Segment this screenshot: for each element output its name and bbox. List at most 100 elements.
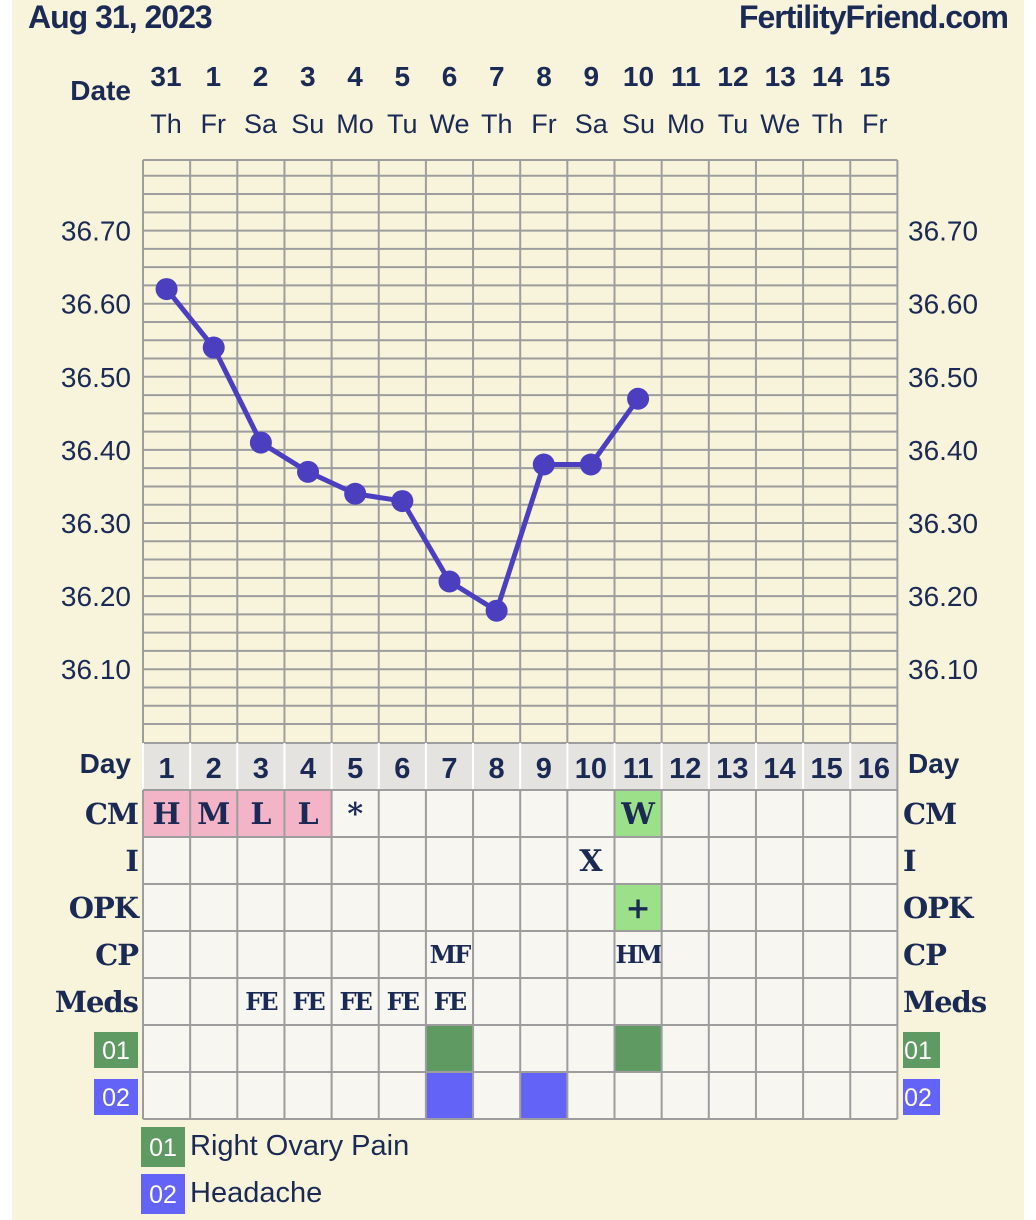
filled-cell — [237, 790, 285, 837]
cell-value: FE — [340, 987, 373, 1016]
date-number: 1 — [205, 61, 221, 92]
day-number: 1 — [159, 753, 175, 785]
day-number: 11 — [623, 753, 654, 785]
cell-value: L — [250, 797, 271, 832]
date-weekday: Tu — [718, 109, 749, 139]
y-tick-label-right: 36.70 — [908, 216, 978, 247]
y-tick-label-right: 36.60 — [908, 289, 978, 320]
y-tick-label-right: 36.20 — [908, 581, 978, 612]
y-tick-label-right: 36.10 — [908, 654, 978, 685]
date-number: 6 — [442, 61, 458, 92]
row-label-left: OPK — [69, 891, 141, 925]
date-weekday: We — [429, 109, 469, 139]
symptom-code-badge-right — [903, 1079, 940, 1115]
temperature-point — [202, 336, 225, 359]
cell-value: H — [152, 797, 180, 832]
day-number: 4 — [300, 753, 316, 785]
filled-cell — [614, 790, 662, 837]
legend-label: Headache — [190, 1177, 322, 1209]
date-weekday: Mo — [667, 109, 705, 139]
date-row-label: Date — [70, 75, 131, 106]
symptom-cell — [614, 1025, 662, 1072]
date-weekday: Sa — [575, 109, 609, 139]
filled-cell — [190, 790, 238, 837]
date-number: 10 — [623, 61, 654, 92]
date-number: 3 — [300, 61, 316, 92]
temperature-point — [532, 453, 555, 476]
legend-swatch — [141, 1174, 185, 1214]
symptom-code-left: 01 — [102, 1037, 130, 1065]
symptom-cell — [425, 1025, 474, 1072]
cell-value: W — [620, 797, 656, 832]
temperature-point — [391, 490, 414, 513]
day-number: 7 — [441, 753, 457, 785]
legend-code: 01 — [149, 1134, 177, 1162]
cell-value: FE — [245, 987, 278, 1016]
row-label-right: CP — [903, 938, 947, 972]
observation-table-grid — [142, 789, 899, 1120]
day-number: 3 — [253, 753, 269, 785]
cell-value: + — [626, 891, 651, 926]
cell-value: M — [197, 797, 230, 832]
day-number: 15 — [811, 753, 843, 785]
y-tick-label-left: 36.40 — [61, 435, 131, 466]
y-tick-label-left: 36.20 — [61, 581, 131, 612]
day-row-label-right: Day — [908, 748, 960, 779]
day-row-label-left: Day — [80, 748, 132, 779]
day-number: 2 — [206, 753, 222, 785]
date-number: 12 — [717, 61, 748, 92]
cell-value: FE — [387, 987, 420, 1016]
date-weekday: Fr — [862, 109, 887, 139]
cell-value: FE — [292, 987, 325, 1016]
cell-value: FE — [434, 987, 467, 1016]
row-label-right: Meds — [903, 985, 987, 1019]
date-weekday: Mo — [336, 109, 374, 139]
temperature-grid — [142, 159, 899, 743]
site-name: FertilityFriend.com — [739, 0, 1008, 35]
y-tick-label-left: 36.10 — [61, 654, 131, 685]
y-tick-label-right: 36.40 — [908, 435, 978, 466]
date-number: 2 — [253, 61, 269, 92]
day-number: 5 — [347, 753, 363, 785]
filled-cell — [143, 790, 191, 837]
row-label-right: OPK — [903, 891, 975, 925]
date-weekday: Fr — [531, 109, 556, 139]
day-number: 13 — [716, 753, 748, 785]
date-weekday: Th — [481, 109, 513, 139]
y-tick-label-right: 36.30 — [908, 508, 978, 539]
legend-swatch — [141, 1127, 185, 1167]
date-weekday: Th — [812, 109, 844, 139]
date-number: 4 — [347, 61, 363, 92]
date-number: 14 — [812, 61, 844, 92]
cell-value: HM — [615, 940, 662, 969]
row-label-right: CM — [903, 797, 956, 831]
y-tick-label-left: 36.50 — [61, 362, 131, 393]
y-tick-label-left: 36.30 — [61, 508, 131, 539]
temperature-point — [485, 599, 508, 622]
temperature-point — [155, 278, 178, 301]
date-weekday: Fr — [201, 109, 226, 139]
y-tick-label-left: 36.60 — [61, 289, 131, 320]
date-number: 5 — [394, 61, 410, 92]
temperature-point — [344, 482, 367, 505]
symptom-cell — [425, 1072, 474, 1119]
date-number: 7 — [489, 61, 505, 92]
cell-value: X — [579, 844, 603, 879]
day-number: 8 — [489, 753, 505, 785]
date-number: 11 — [671, 61, 701, 92]
y-tick-label-left: 36.70 — [61, 216, 131, 247]
day-number: 10 — [575, 753, 607, 785]
filled-cell — [614, 884, 662, 931]
symptom-code-badge-left — [94, 1032, 138, 1068]
legend-label: Right Ovary Pain — [190, 1130, 409, 1162]
day-number: 12 — [669, 753, 701, 785]
date-weekday: We — [760, 109, 800, 139]
temperature-point — [579, 453, 602, 476]
date-number: 31 — [150, 61, 181, 92]
symptom-cell — [520, 1072, 568, 1119]
symptom-code-badge-right — [903, 1032, 940, 1068]
date-weekday: Tu — [387, 109, 418, 139]
date-number: 9 — [583, 61, 599, 92]
day-number: 6 — [394, 753, 410, 785]
